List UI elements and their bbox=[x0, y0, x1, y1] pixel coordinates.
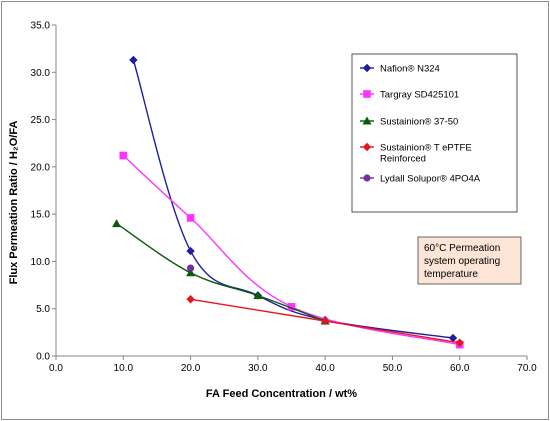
y-tick-label: 0.0 bbox=[36, 352, 50, 363]
x-tick-label: 20.0 bbox=[181, 363, 201, 374]
x-tick-label: 70.0 bbox=[517, 363, 537, 374]
legend-label: Sustainion® 37-50 bbox=[380, 117, 458, 128]
legend-label: Reinforced bbox=[380, 154, 426, 165]
legend-label: Targray SD425101 bbox=[380, 90, 459, 101]
data-point bbox=[253, 290, 263, 299]
data-point bbox=[186, 214, 195, 222]
series-line bbox=[116, 223, 326, 322]
data-point bbox=[287, 303, 296, 311]
legend-label: Lydall Solupor® 4PO4A bbox=[380, 174, 481, 185]
legend-box bbox=[351, 53, 518, 213]
annotation-line: system operating bbox=[424, 256, 500, 267]
x-tick-label: 0.0 bbox=[49, 363, 63, 374]
data-point bbox=[320, 316, 330, 326]
y-tick-label: 20.0 bbox=[31, 162, 51, 173]
x-tick-label: 30.0 bbox=[248, 363, 268, 374]
x-tick-label: 10.0 bbox=[114, 363, 134, 374]
y-tick-label: 15.0 bbox=[31, 210, 51, 221]
series-line bbox=[122, 154, 460, 346]
x-tick-label: 60.0 bbox=[450, 363, 470, 374]
y-tick-label: 35.0 bbox=[31, 21, 51, 32]
data-point bbox=[129, 55, 138, 65]
data-point bbox=[112, 219, 122, 228]
annotation-box: 60°C Permeation system operating temperatu… bbox=[417, 236, 522, 285]
axes: 0.0 5.0 10.0 15.0 20.0 25.0 30.0 35.0 0.0 10.0 20.… bbox=[8, 21, 537, 401]
legend-label: Nafion® N324 bbox=[380, 64, 440, 75]
series-4 bbox=[186, 264, 195, 272]
data-point bbox=[448, 333, 458, 343]
x-axis-title: FA Feed Concentration / wt% bbox=[206, 388, 357, 400]
series-layer bbox=[112, 55, 464, 349]
x-tick-label: 40.0 bbox=[315, 363, 335, 374]
data-point bbox=[455, 338, 464, 347]
legend-label: Sustainion® T ePTFE bbox=[380, 143, 472, 154]
data-point bbox=[186, 268, 196, 277]
legend: Nafion® N324 Targray SD425101 Sustainion® … bbox=[351, 53, 518, 213]
y-tick-label: 25.0 bbox=[31, 115, 51, 126]
y-axis-title: Flux Permeation Ratio / H₂O/FA bbox=[8, 121, 20, 285]
legend-swatch-marker bbox=[363, 174, 371, 182]
annotation-box-bg bbox=[417, 236, 522, 285]
legend-swatch-marker bbox=[362, 116, 372, 125]
series-3 bbox=[186, 295, 464, 347]
y-tick-label: 10.0 bbox=[31, 257, 51, 268]
data-point bbox=[186, 246, 195, 256]
legend-swatch-marker bbox=[363, 90, 371, 98]
legend-swatch-marker bbox=[362, 142, 372, 152]
annotation-line: temperature bbox=[424, 269, 478, 280]
legend-swatch-marker bbox=[362, 63, 372, 73]
data-point bbox=[119, 151, 128, 160]
data-point bbox=[186, 295, 195, 304]
annotation-line: 60°C Permeation bbox=[424, 243, 500, 254]
x-tick-label: 50.0 bbox=[383, 363, 403, 374]
y-tick-label: 5.0 bbox=[36, 304, 50, 315]
data-point bbox=[186, 264, 195, 272]
y-tick-label: 30.0 bbox=[31, 68, 51, 79]
